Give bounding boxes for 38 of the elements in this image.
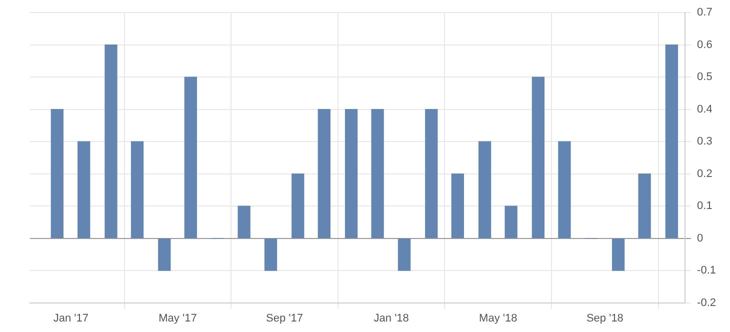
- bar: [451, 173, 464, 238]
- bar: [558, 141, 571, 238]
- bar: [398, 238, 411, 271]
- y-tick-label: 0.1: [697, 200, 712, 212]
- y-tick-label: 0.6: [697, 38, 712, 51]
- x-tick-label: Jan '17: [53, 312, 89, 324]
- bar: [158, 238, 171, 271]
- bar: [130, 141, 144, 238]
- bar: [344, 109, 358, 238]
- bar: [638, 173, 651, 238]
- y-tick-label: 0.5: [697, 71, 712, 84]
- bar: [318, 109, 330, 238]
- bar: [264, 238, 278, 271]
- x-tick-label: May '18: [479, 312, 518, 324]
- bar: [478, 141, 492, 238]
- bar: [612, 238, 625, 271]
- y-tick-label: -0.1: [697, 264, 716, 277]
- y-tick-label: 0.3: [697, 136, 712, 148]
- y-tick-label: -0.2: [697, 296, 716, 309]
- bar: [532, 76, 545, 238]
- bar: [292, 173, 304, 238]
- bar: [184, 76, 197, 238]
- x-tick-label: Sep '17: [266, 312, 304, 324]
- bar: [50, 109, 64, 238]
- y-tick-label: 0.4: [697, 103, 712, 116]
- bar: [78, 141, 90, 238]
- bar: [238, 206, 250, 238]
- bar: [371, 109, 384, 238]
- x-tick-label: Jan '18: [374, 312, 409, 324]
- bar: [665, 44, 678, 238]
- x-tick-label: May '17: [158, 312, 197, 324]
- bar: [104, 44, 118, 238]
- bar: [425, 109, 438, 238]
- x-tick-label: Sep '18: [586, 312, 624, 324]
- y-tick-label: 0.2: [697, 168, 712, 180]
- y-tick-label: 0: [697, 232, 704, 244]
- bar: [504, 206, 518, 238]
- y-tick-label: 0.7: [697, 6, 712, 19]
